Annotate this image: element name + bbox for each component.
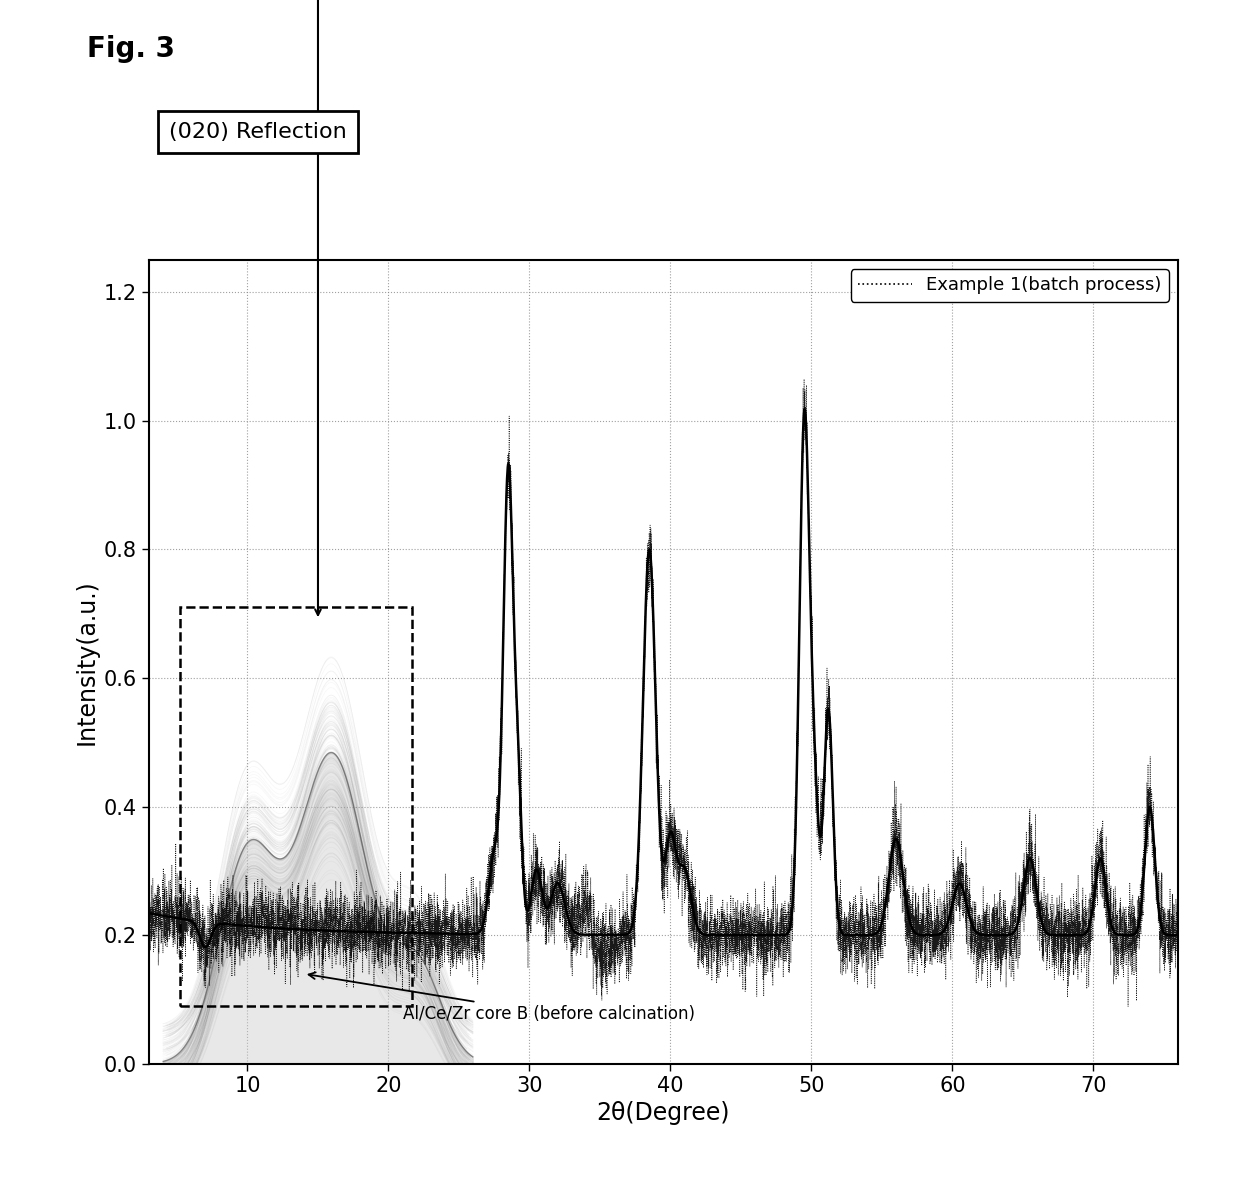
Text: Al/Ce/Zr core B (before calcination): Al/Ce/Zr core B (before calcination): [309, 973, 694, 1022]
Bar: [180, 608, 413, 1006]
Legend: Example 1(batch process): Example 1(batch process): [851, 269, 1169, 301]
X-axis label: 2θ(Degree): 2θ(Degree): [596, 1102, 730, 1125]
Y-axis label: Intensity(a.u.): Intensity(a.u.): [74, 579, 98, 745]
Text: (020) Reflection: (020) Reflection: [169, 122, 347, 142]
Text: Fig. 3: Fig. 3: [87, 35, 175, 64]
